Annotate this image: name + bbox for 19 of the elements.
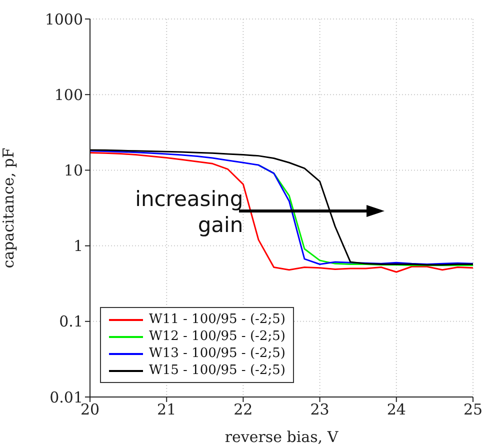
legend-label: W11 - 100/95 - (-2;5) — [149, 311, 286, 328]
x-axis-title: reverse bias, V — [224, 428, 340, 446]
x-tick-label: 22 — [234, 400, 253, 419]
y-tick-label: 0.1 — [59, 312, 83, 331]
annotation: increasing gain — [134, 186, 244, 238]
y-tick-label: 0.01 — [50, 388, 83, 406]
legend-label: W15 - 100/95 - (-2;5) — [149, 362, 286, 379]
x-tick-label: 24 — [386, 400, 406, 419]
x-tick-label: 20 — [80, 400, 100, 419]
x-tick-label: 25 — [463, 400, 483, 419]
legend-label: W13 - 100/95 - (-2;5) — [149, 345, 286, 362]
y-tick-label: 1 — [73, 237, 83, 256]
legend-label: W12 - 100/95 - (-2;5) — [149, 328, 286, 345]
x-tick-label: 23 — [310, 400, 330, 419]
y-axis-title: capacitance, pF — [0, 148, 18, 268]
y-tick-label: 1000 — [44, 10, 83, 28]
y-tick-label: 100 — [54, 86, 83, 104]
x-tick-label: 21 — [157, 400, 176, 419]
y-tick-label: 10 — [64, 162, 83, 180]
